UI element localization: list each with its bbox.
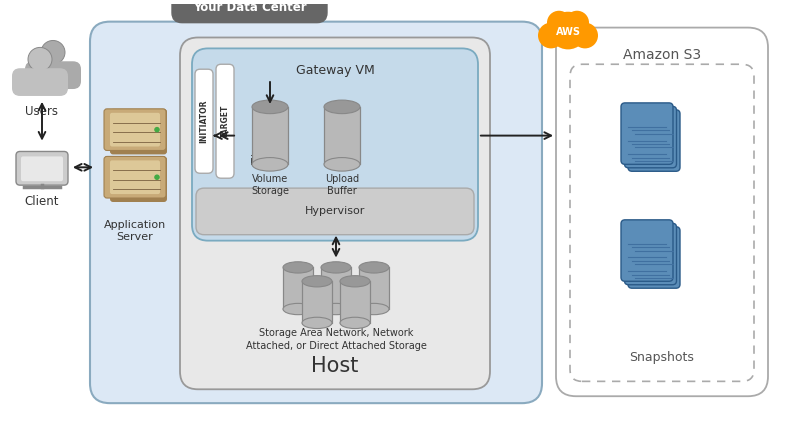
Bar — [252, 107, 288, 164]
Circle shape — [154, 174, 160, 180]
FancyBboxPatch shape — [556, 28, 768, 396]
FancyBboxPatch shape — [621, 220, 673, 281]
Text: Hypervisor: Hypervisor — [305, 206, 365, 216]
Ellipse shape — [324, 157, 360, 171]
FancyBboxPatch shape — [25, 61, 81, 89]
FancyBboxPatch shape — [12, 68, 68, 96]
FancyBboxPatch shape — [172, 0, 327, 23]
FancyBboxPatch shape — [104, 157, 166, 198]
Bar — [321, 267, 351, 309]
FancyBboxPatch shape — [110, 160, 160, 194]
FancyBboxPatch shape — [625, 107, 677, 168]
FancyBboxPatch shape — [192, 48, 478, 241]
Ellipse shape — [321, 262, 351, 273]
Ellipse shape — [340, 276, 370, 287]
FancyBboxPatch shape — [180, 37, 490, 389]
Bar — [283, 267, 313, 309]
Ellipse shape — [359, 304, 389, 314]
Circle shape — [154, 127, 160, 133]
FancyBboxPatch shape — [621, 103, 673, 164]
FancyBboxPatch shape — [90, 21, 542, 403]
FancyBboxPatch shape — [110, 113, 160, 147]
Circle shape — [41, 40, 65, 64]
Circle shape — [28, 48, 52, 71]
FancyBboxPatch shape — [110, 109, 167, 155]
Text: INITIATOR: INITIATOR — [199, 99, 209, 143]
Text: Volume
Storage: Volume Storage — [251, 174, 289, 196]
Text: Users: Users — [25, 105, 58, 118]
Ellipse shape — [283, 304, 313, 314]
Text: Upload
Buffer: Upload Buffer — [325, 174, 359, 196]
FancyBboxPatch shape — [104, 109, 166, 150]
Circle shape — [572, 23, 598, 48]
FancyBboxPatch shape — [195, 69, 213, 173]
Bar — [302, 281, 332, 323]
Ellipse shape — [283, 262, 313, 273]
Circle shape — [547, 11, 571, 35]
Text: Amazon S3: Amazon S3 — [623, 48, 701, 62]
Ellipse shape — [252, 100, 288, 114]
Text: Client: Client — [24, 195, 59, 208]
Ellipse shape — [340, 317, 370, 328]
FancyBboxPatch shape — [21, 157, 63, 181]
Text: Gateway VM: Gateway VM — [296, 64, 375, 77]
Ellipse shape — [252, 157, 288, 171]
Text: iSCSI: iSCSI — [250, 155, 280, 168]
Ellipse shape — [324, 100, 360, 114]
Ellipse shape — [302, 317, 332, 328]
FancyBboxPatch shape — [216, 64, 234, 178]
Text: Host: Host — [312, 355, 359, 376]
Circle shape — [538, 23, 564, 48]
Ellipse shape — [302, 276, 332, 287]
Text: Storage Area Network, Network
Attached, or Direct Attached Storage: Storage Area Network, Network Attached, … — [246, 328, 427, 352]
Ellipse shape — [321, 304, 351, 314]
FancyBboxPatch shape — [196, 188, 474, 234]
FancyBboxPatch shape — [110, 157, 167, 202]
Text: TARGET: TARGET — [220, 104, 230, 138]
Text: Your Data Center: Your Data Center — [193, 1, 306, 14]
FancyBboxPatch shape — [570, 64, 754, 381]
Text: AWS: AWS — [556, 27, 581, 37]
FancyBboxPatch shape — [628, 110, 680, 171]
Bar — [324, 107, 360, 164]
Circle shape — [549, 12, 587, 49]
Text: Application
Server: Application Server — [104, 220, 166, 242]
Bar — [340, 281, 370, 323]
Bar — [359, 267, 389, 309]
Circle shape — [565, 11, 589, 35]
Ellipse shape — [359, 262, 389, 273]
FancyBboxPatch shape — [16, 152, 68, 185]
FancyBboxPatch shape — [628, 227, 680, 288]
Text: Snapshots: Snapshots — [630, 351, 694, 364]
FancyBboxPatch shape — [625, 223, 677, 285]
